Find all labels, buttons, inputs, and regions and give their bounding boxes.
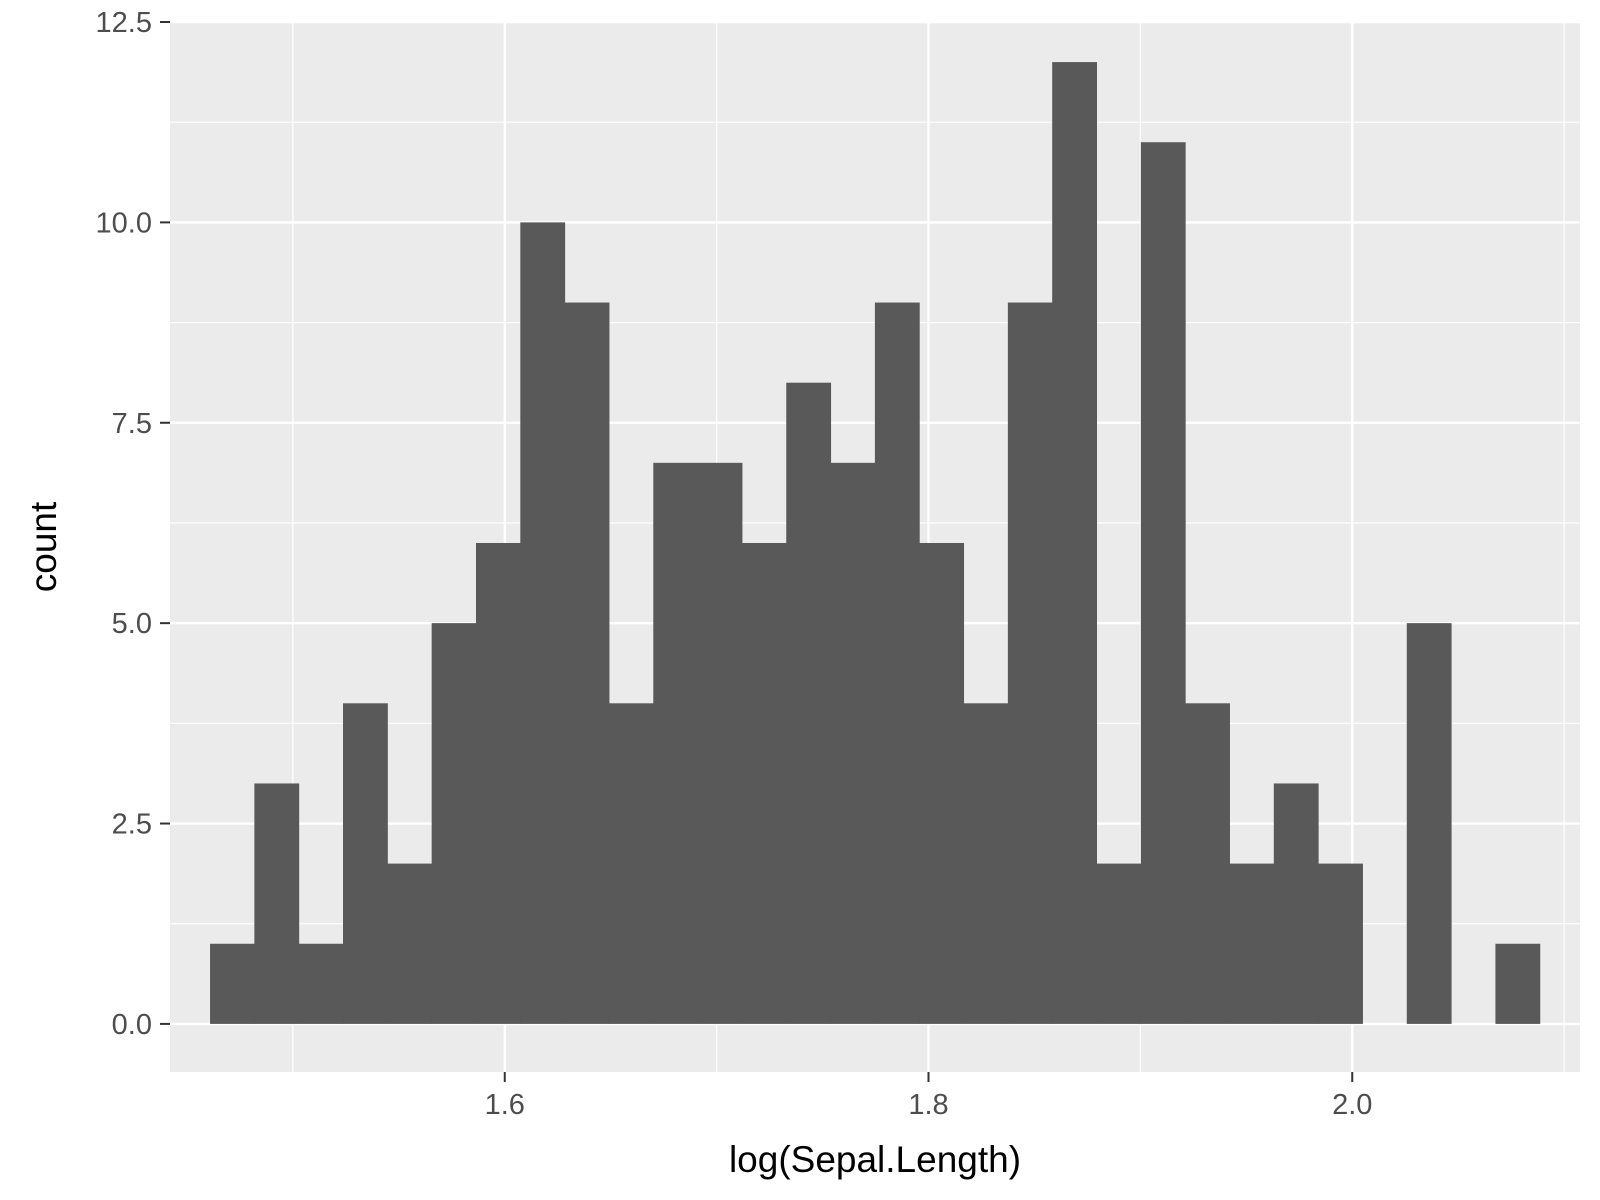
histogram-bar (1495, 943, 1541, 1024)
y-axis-title: count (23, 501, 64, 592)
x-tick-label: 2.0 (1332, 1089, 1372, 1121)
histogram-bar (1406, 623, 1452, 1024)
histogram-bar (254, 783, 300, 1024)
histogram-bars (210, 62, 1541, 1024)
histogram-bar (1096, 863, 1142, 1024)
x-axis-title: log(Sepal.Length) (729, 1139, 1021, 1180)
y-tick-label: 0.0 (112, 1009, 152, 1041)
histogram-bar (343, 703, 388, 1024)
histogram-bar (697, 462, 743, 1024)
histogram-bar (1185, 703, 1230, 1024)
x-tick-label: 1.6 (485, 1089, 525, 1121)
histogram-bar (564, 302, 610, 1024)
histogram-bar (1140, 142, 1186, 1024)
histogram-bar (608, 703, 654, 1024)
histogram-bar (298, 943, 344, 1024)
histogram-bar (475, 542, 521, 1024)
histogram-bar (1052, 62, 1098, 1024)
y-tick-label: 2.5 (112, 809, 152, 841)
y-tick-label: 12.5 (96, 7, 152, 39)
x-axis: 1.6 1.8 2.0 (485, 1072, 1372, 1121)
histogram-bar (1318, 863, 1363, 1024)
histogram-bar (919, 542, 965, 1024)
histogram-bar (874, 302, 920, 1024)
histogram-bar (741, 542, 787, 1024)
histogram-bar (387, 863, 433, 1024)
histogram-bar (830, 462, 876, 1024)
histogram-bar (653, 462, 699, 1024)
histogram-bar (210, 943, 255, 1024)
histogram-bar (431, 623, 477, 1024)
histogram-bar (1229, 863, 1275, 1024)
y-tick-label: 10.0 (96, 207, 152, 239)
y-axis: 0.0 2.5 5.0 7.5 10.0 12.5 (96, 7, 170, 1041)
histogram-bar (520, 222, 566, 1024)
x-tick-label: 1.8 (908, 1089, 948, 1121)
histogram-bar (1007, 302, 1053, 1024)
histogram-bar (963, 703, 1009, 1024)
histogram-bar (1273, 783, 1319, 1024)
histogram-bar (786, 382, 832, 1024)
y-tick-label: 5.0 (112, 608, 152, 640)
y-tick-label: 7.5 (112, 408, 152, 440)
